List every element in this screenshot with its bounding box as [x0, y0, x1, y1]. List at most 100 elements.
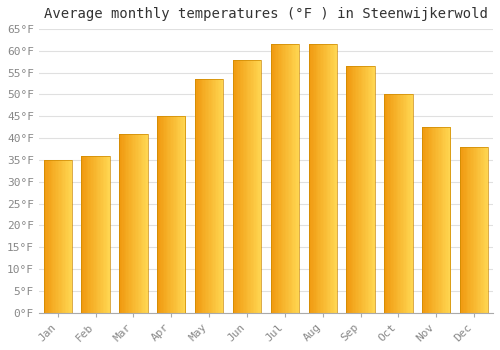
Bar — [176, 116, 177, 313]
Bar — [285, 44, 286, 313]
Bar — [144, 134, 145, 313]
Bar — [460, 147, 462, 313]
Bar — [164, 116, 166, 313]
Bar — [160, 116, 162, 313]
Bar — [174, 116, 176, 313]
Bar — [125, 134, 126, 313]
Bar — [396, 94, 397, 313]
Bar — [258, 60, 260, 313]
Bar — [214, 79, 215, 313]
Bar — [215, 79, 216, 313]
Bar — [470, 147, 472, 313]
Bar — [70, 160, 72, 313]
Bar — [294, 44, 295, 313]
Bar — [198, 79, 200, 313]
Bar — [44, 160, 72, 313]
Bar — [346, 66, 375, 313]
Bar — [108, 156, 110, 313]
Bar — [336, 44, 337, 313]
Bar — [312, 44, 313, 313]
Bar — [392, 94, 393, 313]
Bar — [60, 160, 62, 313]
Bar — [355, 66, 356, 313]
Bar — [212, 79, 214, 313]
Bar — [124, 134, 125, 313]
Bar — [397, 94, 398, 313]
Bar — [270, 44, 272, 313]
Bar — [394, 94, 396, 313]
Bar — [46, 160, 48, 313]
Bar — [487, 147, 488, 313]
Bar — [332, 44, 334, 313]
Bar — [372, 66, 374, 313]
Bar — [65, 160, 66, 313]
Bar — [426, 127, 428, 313]
Bar — [464, 147, 466, 313]
Bar — [242, 60, 244, 313]
Bar — [404, 94, 406, 313]
Bar — [318, 44, 320, 313]
Bar — [400, 94, 402, 313]
Bar — [290, 44, 292, 313]
Bar — [87, 156, 88, 313]
Bar — [122, 134, 124, 313]
Bar — [460, 147, 488, 313]
Bar — [388, 94, 390, 313]
Bar — [102, 156, 104, 313]
Bar — [49, 160, 50, 313]
Bar — [317, 44, 318, 313]
Bar — [422, 127, 450, 313]
Bar — [44, 160, 45, 313]
Bar — [134, 134, 135, 313]
Bar — [410, 94, 411, 313]
Bar — [326, 44, 327, 313]
Bar — [296, 44, 298, 313]
Bar — [398, 94, 400, 313]
Bar — [370, 66, 372, 313]
Bar — [486, 147, 487, 313]
Bar — [257, 60, 258, 313]
Bar — [64, 160, 65, 313]
Bar — [274, 44, 275, 313]
Bar — [172, 116, 173, 313]
Bar — [368, 66, 369, 313]
Bar — [435, 127, 436, 313]
Bar — [366, 66, 368, 313]
Bar — [354, 66, 355, 313]
Bar — [468, 147, 470, 313]
Bar — [350, 66, 352, 313]
Bar — [140, 134, 142, 313]
Bar — [84, 156, 86, 313]
Bar — [82, 156, 110, 313]
Bar — [392, 94, 394, 313]
Bar — [482, 147, 484, 313]
Bar — [279, 44, 280, 313]
Bar — [83, 156, 84, 313]
Bar — [172, 116, 174, 313]
Bar — [476, 147, 477, 313]
Bar — [247, 60, 248, 313]
Bar — [90, 156, 92, 313]
Bar — [324, 44, 326, 313]
Bar — [244, 60, 246, 313]
Bar — [407, 94, 408, 313]
Bar — [59, 160, 60, 313]
Bar — [275, 44, 276, 313]
Bar — [334, 44, 336, 313]
Bar — [358, 66, 359, 313]
Bar — [220, 79, 222, 313]
Bar — [129, 134, 130, 313]
Bar — [146, 134, 148, 313]
Bar — [484, 147, 486, 313]
Bar — [278, 44, 279, 313]
Bar — [167, 116, 168, 313]
Bar — [356, 66, 358, 313]
Bar — [467, 147, 468, 313]
Bar — [474, 147, 476, 313]
Bar — [195, 79, 224, 313]
Bar — [430, 127, 432, 313]
Bar — [92, 156, 94, 313]
Bar — [256, 60, 257, 313]
Bar — [466, 147, 467, 313]
Bar — [52, 160, 54, 313]
